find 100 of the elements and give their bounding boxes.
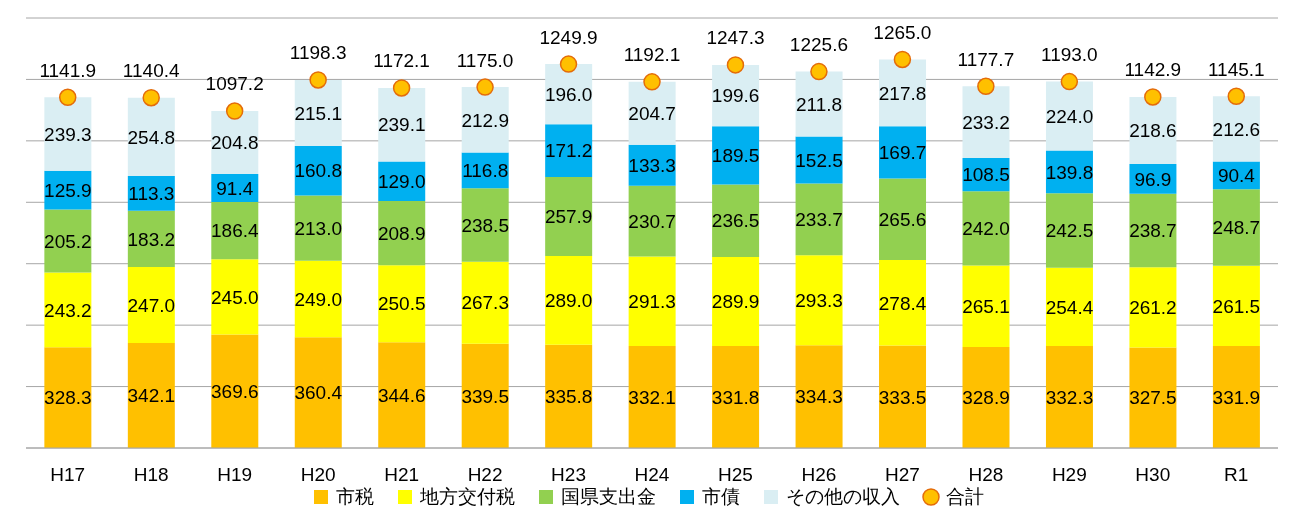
- point: [1144, 88, 1162, 106]
- bar: [1212, 189, 1260, 266]
- data-label: 278.4: [878, 292, 927, 314]
- bar: [795, 183, 843, 256]
- data-label: 208.9: [377, 222, 426, 244]
- data-label: 196.0: [544, 83, 593, 105]
- bar: [378, 342, 426, 448]
- x-tick-label: H18: [133, 464, 169, 486]
- data-label: 129.0: [377, 170, 426, 192]
- bar: [44, 347, 92, 448]
- data-label: 293.3: [795, 290, 843, 312]
- data-label: 116.8: [462, 160, 509, 182]
- x-tick-label: H23: [551, 464, 586, 486]
- data-label: 1145.1: [1207, 58, 1265, 80]
- data-label: 224.0: [1045, 105, 1094, 127]
- data-label: 239.1: [377, 114, 426, 136]
- bar: [628, 346, 676, 448]
- data-label: 199.6: [711, 85, 760, 107]
- bar: [795, 255, 843, 346]
- data-label: 334.3: [795, 386, 843, 408]
- legend-label: 地方交付税: [419, 484, 515, 509]
- bar: [545, 176, 593, 257]
- bar: [211, 259, 259, 335]
- bar: [712, 257, 760, 347]
- data-label: 245.0: [211, 286, 259, 308]
- data-label: 248.7: [1212, 217, 1261, 239]
- data-label: 91.4: [216, 177, 254, 199]
- data-label: 289.9: [711, 291, 760, 313]
- point: [810, 62, 828, 81]
- data-label: 332.1: [628, 386, 676, 408]
- data-label: 204.7: [628, 103, 676, 125]
- data-label: 261.2: [1129, 297, 1177, 319]
- x-tick-label: R1: [1224, 464, 1249, 486]
- bar: [962, 191, 1010, 266]
- x-tick-label: H25: [718, 464, 753, 486]
- bar: [378, 265, 426, 343]
- bar: [294, 260, 342, 338]
- data-label: 360.4: [294, 382, 343, 404]
- bar: [294, 337, 342, 448]
- x-tick-label: H22: [467, 464, 503, 486]
- data-label: 233.2: [962, 111, 1010, 133]
- bar: [962, 346, 1010, 448]
- data-label: 139.8: [1045, 161, 1094, 183]
- data-label: 327.5: [1129, 387, 1177, 409]
- bar: [44, 272, 92, 348]
- data-label: 291.3: [628, 291, 676, 313]
- legend-label: その他の収入: [785, 484, 900, 509]
- data-label: 238.7: [1129, 220, 1177, 242]
- data-label: 218.6: [1129, 120, 1177, 142]
- bar: [795, 345, 843, 448]
- data-label: 108.5: [962, 164, 1010, 186]
- data-label: 1141.9: [39, 59, 97, 81]
- data-label: 1247.3: [706, 27, 765, 49]
- data-label: 249.0: [294, 288, 343, 310]
- data-label: 96.9: [1134, 168, 1172, 190]
- data-label: 213.0: [294, 217, 343, 239]
- data-label: 265.1: [962, 296, 1010, 318]
- data-label: 339.5: [461, 385, 509, 407]
- data-label: 160.8: [294, 160, 343, 182]
- x-tick-label: H26: [801, 464, 837, 486]
- bar: [461, 261, 509, 344]
- point: [643, 73, 661, 91]
- data-label: 342.1: [127, 385, 176, 407]
- data-label: 205.2: [44, 230, 92, 252]
- bar: [545, 124, 593, 177]
- bar: [879, 178, 927, 261]
- data-label: 189.5: [711, 145, 760, 167]
- x-tick-label: H17: [50, 464, 86, 486]
- data-label: 254.8: [127, 126, 176, 148]
- data-label: 204.8: [211, 132, 259, 154]
- data-label: 257.9: [544, 206, 593, 228]
- bar: [1129, 193, 1177, 268]
- data-label: 236.5: [711, 210, 760, 232]
- data-label: 289.0: [544, 290, 593, 312]
- data-label: 243.2: [44, 299, 92, 321]
- x-tick-label: H29: [1051, 464, 1087, 486]
- bar: [712, 346, 760, 448]
- data-label: 1193.0: [1040, 44, 1098, 66]
- data-label: 242.5: [1045, 220, 1094, 242]
- bar: [879, 260, 927, 346]
- point: [476, 78, 494, 96]
- data-label: 233.7: [795, 209, 843, 231]
- bar: [1212, 265, 1260, 347]
- point: [225, 102, 244, 120]
- data-label: 113.3: [128, 183, 175, 205]
- data-label: 250.5: [377, 293, 426, 315]
- bar: [962, 265, 1010, 347]
- data-label: 1177.7: [957, 48, 1015, 70]
- x-tick-label: H30: [1135, 464, 1171, 486]
- legend-label: 市税: [335, 484, 374, 509]
- data-label: 215.1: [294, 102, 343, 124]
- data-label: 344.6: [377, 384, 426, 406]
- data-label: 239.3: [44, 123, 92, 145]
- x-tick-label: H19: [217, 464, 253, 486]
- data-label: 1172.1: [373, 50, 430, 72]
- bar: [1129, 267, 1177, 348]
- data-label: 265.6: [878, 209, 927, 231]
- x-tick-label: H20: [300, 464, 336, 486]
- point: [559, 55, 578, 73]
- legend-label: 合計: [945, 484, 984, 509]
